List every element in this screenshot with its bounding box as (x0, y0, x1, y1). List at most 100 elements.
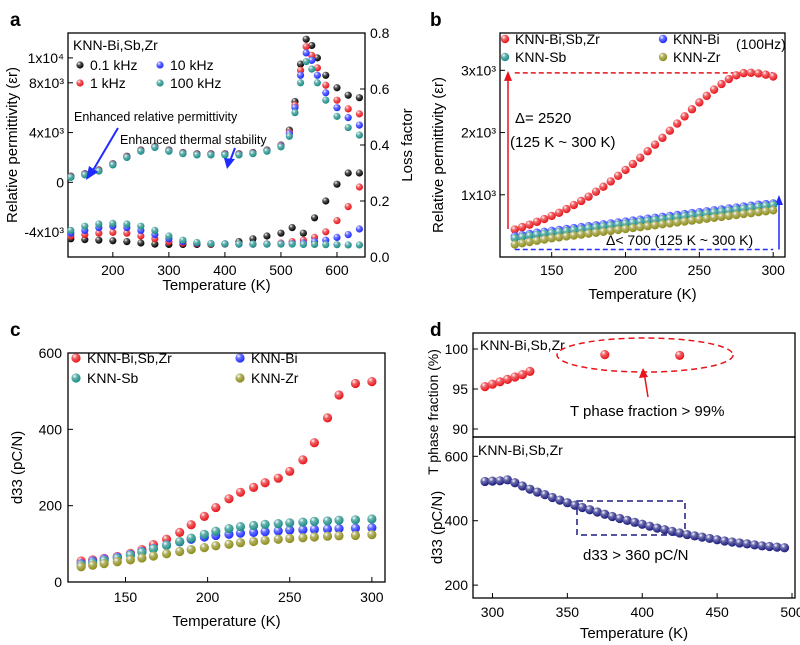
data-point (532, 236, 542, 246)
data-point (675, 350, 685, 360)
data-point (705, 533, 715, 544)
data-point (322, 96, 330, 104)
data-point (495, 476, 505, 486)
series-label: KNN-Bi,Sb,Zr (480, 337, 565, 353)
data-point (76, 562, 86, 572)
x-tick-label: 500 (780, 604, 800, 620)
y-tick-label: 1x10⁴ (28, 50, 64, 66)
data-point (547, 234, 556, 243)
legend-entry: KNN-Zr (251, 370, 299, 386)
y-axis-label: Relative permittivity (εr) (4, 67, 21, 223)
data-point (299, 229, 307, 237)
data-point (495, 377, 505, 387)
data-point (554, 233, 564, 242)
data-point (299, 240, 307, 248)
data-point (742, 539, 752, 549)
legend-marker (500, 52, 510, 62)
y-tick-label: 95 (452, 381, 468, 397)
data-point (350, 523, 361, 533)
data-point (224, 523, 234, 534)
data-point (643, 222, 652, 231)
data-point (510, 372, 520, 382)
data-point (333, 84, 341, 92)
y-tick-label: 4x10³ (29, 125, 64, 141)
data-point (277, 143, 285, 151)
data-point (695, 215, 704, 224)
y2-tick-label: 0.2 (370, 193, 390, 209)
data-point (754, 208, 763, 217)
data-point (224, 494, 234, 504)
data-point (599, 227, 608, 236)
data-point (487, 379, 498, 389)
data-point (591, 187, 601, 196)
data-point (532, 217, 542, 227)
data-point (88, 560, 98, 570)
data-point (302, 43, 310, 51)
data-point (298, 517, 308, 527)
data-point (109, 237, 117, 245)
data-point (367, 377, 377, 387)
data-point (628, 159, 638, 169)
data-point (717, 212, 726, 222)
y2-axis-label: Loss factor (399, 108, 416, 181)
data-point (151, 143, 159, 152)
x-tick-label: 200 (101, 262, 125, 278)
data-point (260, 478, 270, 488)
data-point (687, 216, 697, 225)
y-tick-label: 2x10³ (461, 125, 496, 141)
data-point (186, 520, 196, 530)
data-point (95, 220, 103, 228)
data-point (151, 240, 159, 248)
y-tick-label: 200 (445, 577, 469, 593)
y-tick-label: 3x10³ (461, 62, 496, 78)
x-tick-label: 500 (269, 262, 293, 278)
data-point (367, 514, 377, 524)
plot-frame (499, 32, 786, 258)
data-point (645, 521, 655, 531)
data-point (555, 495, 565, 505)
y-tick-label: 400 (445, 513, 469, 529)
data-point (761, 70, 771, 79)
legend-marker (235, 353, 245, 363)
data-point (249, 150, 257, 158)
data-point (746, 208, 756, 218)
data-point (322, 197, 330, 205)
data-point (123, 220, 131, 228)
x-tick-label: 400 (213, 262, 237, 278)
data-point (334, 531, 344, 541)
y2-tick-label: 0.8 (370, 25, 390, 41)
data-point (622, 515, 632, 525)
data-point (137, 553, 147, 563)
data-point (123, 229, 131, 237)
data-point (125, 555, 136, 565)
data-point (175, 536, 185, 547)
data-point (658, 220, 667, 229)
legend-entry: 1 kHz (90, 75, 126, 91)
data-point (81, 222, 89, 230)
data-point (724, 74, 734, 84)
data-point (221, 240, 229, 248)
data-point (682, 529, 692, 540)
data-point (660, 525, 670, 535)
data-point (621, 165, 630, 175)
data-point (547, 211, 556, 221)
annotation-text: Δ= 2520 (515, 110, 571, 127)
legend-entry: KNN-Bi (251, 350, 298, 366)
data-point (667, 526, 677, 536)
highlight-box (576, 500, 686, 536)
data-point (732, 71, 741, 80)
data-point (621, 224, 630, 234)
data-point (322, 516, 333, 526)
plot-frame (67, 352, 386, 583)
legend-entry: 10 kHz (170, 57, 214, 73)
data-point (211, 526, 221, 536)
data-point (517, 239, 527, 248)
arrow-head (639, 368, 648, 378)
data-point (81, 236, 89, 244)
data-point (613, 171, 623, 180)
x-axis-label: Temperature (K) (162, 277, 270, 294)
data-point (99, 559, 109, 569)
data-point (772, 542, 782, 552)
data-point (273, 526, 283, 536)
data-point (643, 147, 652, 156)
